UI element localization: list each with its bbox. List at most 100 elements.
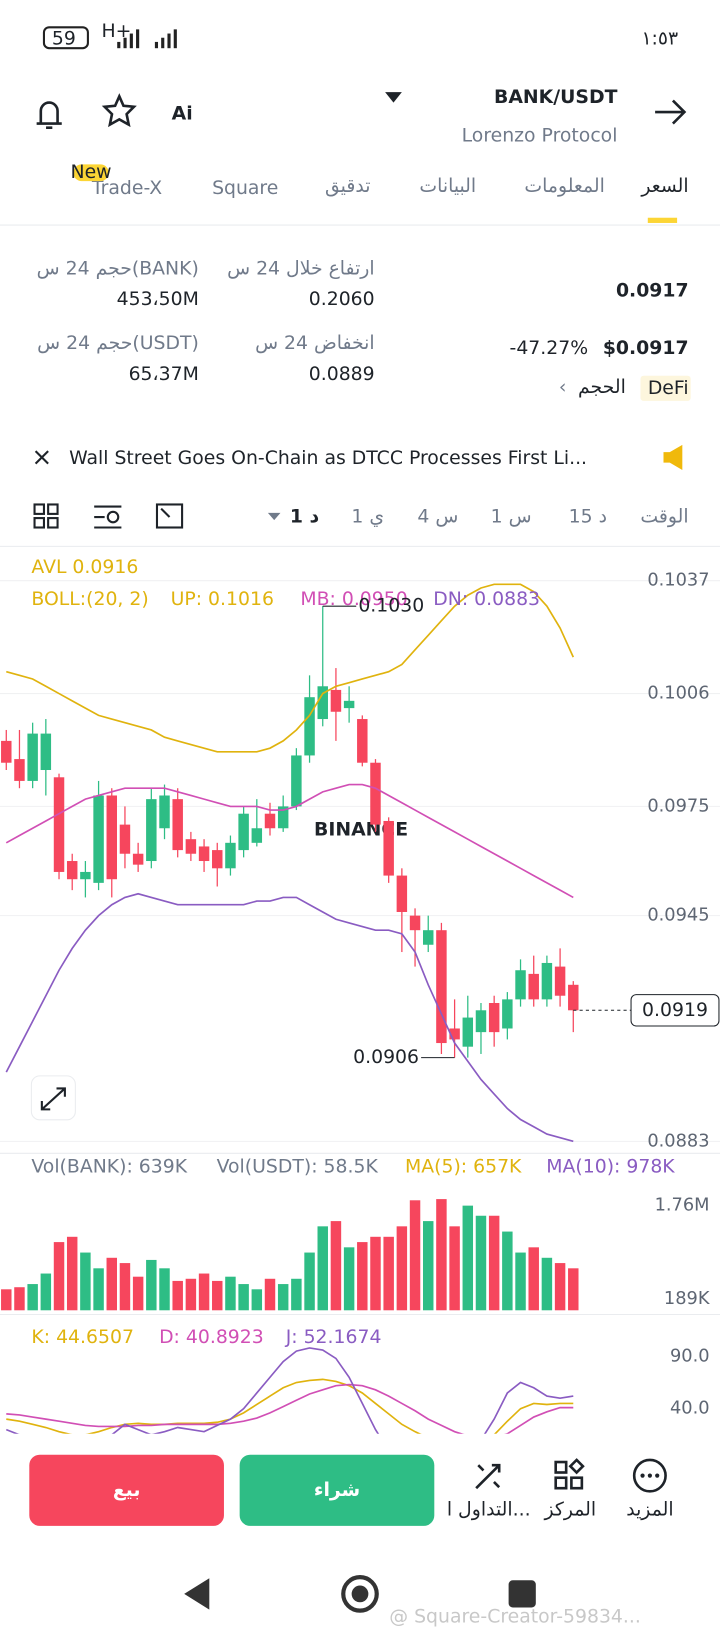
interval[interactable]: 4 س xyxy=(417,507,458,528)
candle-body xyxy=(119,824,131,854)
y-tick-label: 0.1006 xyxy=(647,683,709,704)
volume-bar xyxy=(317,1226,328,1311)
candle-body xyxy=(291,755,302,807)
volume-bar xyxy=(172,1280,183,1311)
volume-bar xyxy=(304,1252,315,1311)
series-line xyxy=(5,783,574,899)
legend-entry: Vol(BANK): 639K xyxy=(31,1156,187,1177)
volume-link[interactable]: الحجم xyxy=(578,377,626,398)
pair[interactable]: BANK/USDT xyxy=(494,87,618,108)
buy: شراء xyxy=(314,1480,360,1501)
toolbar-icons[interactable] xyxy=(33,503,184,529)
tab[interactable]: تدقيق xyxy=(325,176,371,197)
series-line xyxy=(6,583,575,753)
tab[interactable]: Trade-X xyxy=(91,178,162,199)
tab[interactable]: السعر xyxy=(640,176,688,197)
candle-body xyxy=(251,828,263,843)
clock: ١:٥٣ xyxy=(641,28,678,49)
price-usd: $0.0917 xyxy=(603,338,689,359)
ai-icon[interactable]: Ai xyxy=(172,104,193,125)
stat-value: 65،37M xyxy=(129,364,199,385)
series-line xyxy=(6,1378,574,1434)
candle-body xyxy=(172,799,183,851)
expand-icon xyxy=(40,1087,66,1111)
action[interactable]: المركز xyxy=(544,1500,597,1521)
candles xyxy=(1,606,579,1058)
candle-body xyxy=(409,915,421,931)
tag[interactable]: DeFi xyxy=(648,378,689,399)
interval[interactable]: 1 س xyxy=(491,507,532,528)
candle-body xyxy=(80,871,91,880)
battery: 59 xyxy=(52,28,76,49)
candle-body xyxy=(488,1003,500,1033)
candle-body xyxy=(396,875,408,912)
candle-body xyxy=(357,719,368,763)
dropdown-icon[interactable] xyxy=(385,92,402,103)
interval[interactable]: 1 د xyxy=(290,507,320,528)
signal xyxy=(117,29,177,49)
interval[interactable]: 1 ي xyxy=(351,507,384,528)
bell-icon[interactable] xyxy=(36,101,62,130)
position-icon[interactable] xyxy=(554,1458,585,1490)
candle-body xyxy=(317,686,328,720)
tab[interactable]: Square xyxy=(212,178,278,199)
news[interactable]: Wall Street Goes On-Chain as DTCC Proces… xyxy=(69,448,587,469)
legend-entry: Vol(USDT): 58.5K xyxy=(217,1156,379,1177)
nav-back[interactable] xyxy=(184,1578,210,1610)
tab[interactable]: المعلومات xyxy=(524,176,604,197)
dropdown-icon[interactable] xyxy=(267,512,281,521)
more-icon[interactable] xyxy=(632,1458,667,1493)
interval[interactable]: 15 د xyxy=(569,507,607,528)
volume-bar xyxy=(185,1278,197,1311)
stat-value: 0.0889 xyxy=(309,364,375,385)
creator-watermark: @ Square-Creator-59834... xyxy=(389,1606,641,1627)
volume-bar xyxy=(409,1200,421,1311)
legend-entry: K: 44.6507 xyxy=(31,1327,134,1348)
trade-icon[interactable] xyxy=(475,1463,501,1490)
share-icon[interactable] xyxy=(655,99,687,125)
candle-body xyxy=(225,842,236,869)
tab[interactable]: البيانات xyxy=(419,176,476,197)
volume-bar xyxy=(541,1257,553,1311)
candle-body xyxy=(146,799,157,862)
close-icon[interactable] xyxy=(34,450,49,465)
low-label: 0.0906 xyxy=(353,1047,419,1068)
volume-bar xyxy=(291,1278,302,1311)
volume-bar xyxy=(396,1226,408,1311)
megaphone-icon xyxy=(663,444,683,470)
candle-body xyxy=(304,697,315,756)
candle-body xyxy=(40,733,52,771)
candle-body xyxy=(568,984,579,1011)
nav-recent[interactable] xyxy=(508,1580,536,1608)
volume-bar xyxy=(502,1231,513,1311)
volume-bar xyxy=(198,1273,210,1311)
legend-entry: UP: 0.1016 xyxy=(171,589,274,610)
candle-body xyxy=(370,762,381,825)
action[interactable]: المزيد xyxy=(626,1500,673,1521)
last-price-box xyxy=(630,994,720,1027)
nav-home[interactable] xyxy=(341,1575,379,1613)
candle-body xyxy=(475,1010,487,1033)
volume-bar xyxy=(475,1215,487,1311)
badge xyxy=(73,164,109,182)
volume-bar xyxy=(264,1278,276,1311)
volume-bar xyxy=(436,1199,447,1311)
high-label: 0.1030 xyxy=(358,596,424,617)
candle-body xyxy=(449,1028,460,1040)
volume-bar xyxy=(14,1287,25,1311)
interval-label: الوقت xyxy=(640,507,688,528)
candle-body xyxy=(554,966,566,996)
y-tick-label: 189K xyxy=(664,1288,711,1309)
stat-label: انخفاض 24 س xyxy=(255,333,375,354)
star-icon[interactable] xyxy=(101,93,137,128)
action[interactable]: التداول ا... xyxy=(447,1500,531,1521)
buy-button[interactable] xyxy=(239,1454,435,1526)
sell-button[interactable] xyxy=(29,1454,224,1526)
volume-bar xyxy=(330,1221,342,1311)
volume-bar xyxy=(146,1259,157,1311)
stat-label: حجم 24 س(USDT) xyxy=(37,333,199,354)
candle-body xyxy=(93,795,104,883)
series-line xyxy=(5,892,574,1143)
volume-bar xyxy=(423,1221,434,1311)
